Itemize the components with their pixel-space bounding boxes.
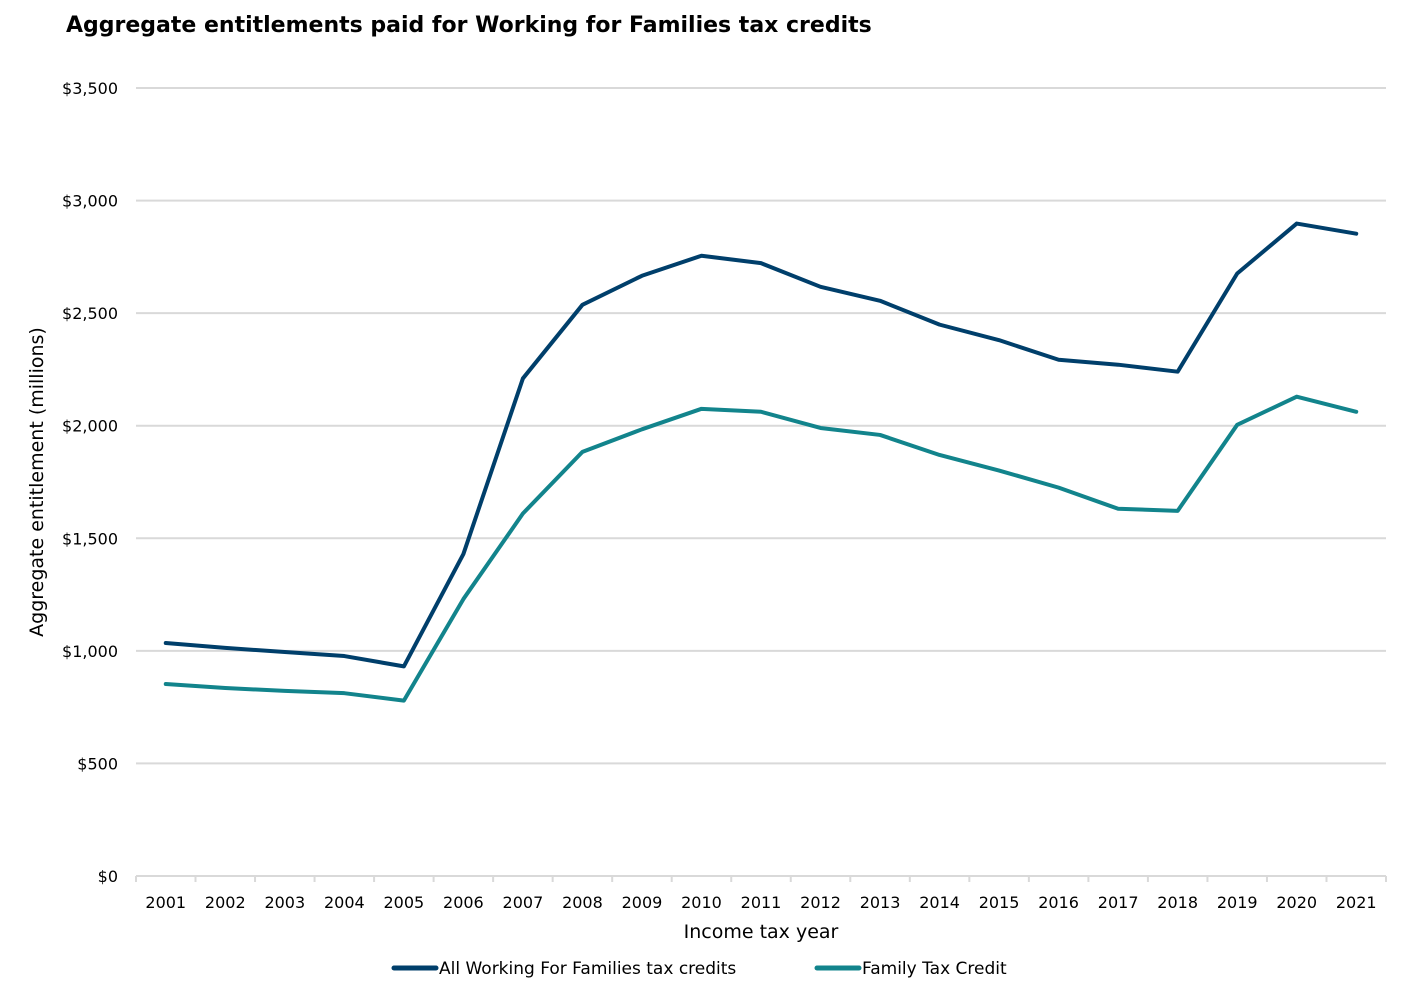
y-tick-label: $1,000 (62, 642, 118, 661)
x-tick-label: 2018 (1157, 893, 1198, 912)
y-tick-label: $500 (77, 754, 118, 773)
x-tick-label: 2014 (919, 893, 960, 912)
y-axis-ticks: $0 $500 $1,000 $1,500 $2,000 $2,500 $3,000 $3,5… (62, 79, 118, 886)
x-tick-label: 2009 (622, 893, 663, 912)
x-tick-label: 2020 (1276, 893, 1317, 912)
x-tick-label: 2015 (979, 893, 1020, 912)
x-tick-label: 2010 (681, 893, 722, 912)
x-tick-label: 2011 (741, 893, 782, 912)
x-tick-label: 2005 (383, 893, 424, 912)
y-tick-label: $2,000 (62, 417, 118, 436)
gridlines (136, 87, 1386, 765)
x-tick-label: 2019 (1217, 893, 1258, 912)
y-tick-label: $1,500 (62, 529, 118, 548)
x-tick-label: 2021 (1336, 893, 1377, 912)
x-axis: 2001 2002 2003 2004 2005 2006 2007 2008 2009 2010… (135, 875, 1387, 912)
x-axis-label: Income tax year (684, 921, 839, 943)
x-tick-label: 2002 (205, 893, 246, 912)
x-tick-label: 2006 (443, 893, 484, 912)
x-tick-label: 2007 (503, 893, 544, 912)
legend-item: All Working For Families tax credits (391, 959, 736, 979)
y-tick-label: $3,000 (62, 192, 118, 211)
y-tick-label: $3,500 (62, 79, 118, 98)
x-tick-label: 2008 (562, 893, 603, 912)
y-tick-label: $2,500 (62, 304, 118, 323)
x-tick-label: 2004 (324, 893, 365, 912)
x-tick-label: 2017 (1098, 893, 1139, 912)
x-tick-label: 2003 (264, 893, 305, 912)
x-tick-label: 2016 (1038, 893, 1079, 912)
x-tick-label: 2012 (800, 893, 841, 912)
series-lines (163, 221, 1359, 703)
legend-label: All Working For Families tax credits (439, 959, 736, 979)
chart-title: Aggregate entitlements paid for Working … (66, 13, 872, 38)
legend: All Working For Families tax credits Fami… (391, 959, 1007, 979)
y-axis-label: Aggregate entitlement (millions) (26, 327, 48, 637)
x-tick-label: 2001 (145, 893, 186, 912)
legend-item: Family Tax Credit (814, 959, 1007, 979)
series-line-0 (163, 221, 1359, 669)
x-tick-label: 2013 (860, 893, 901, 912)
y-tick-label: $0 (98, 867, 118, 886)
legend-label: Family Tax Credit (862, 959, 1007, 979)
